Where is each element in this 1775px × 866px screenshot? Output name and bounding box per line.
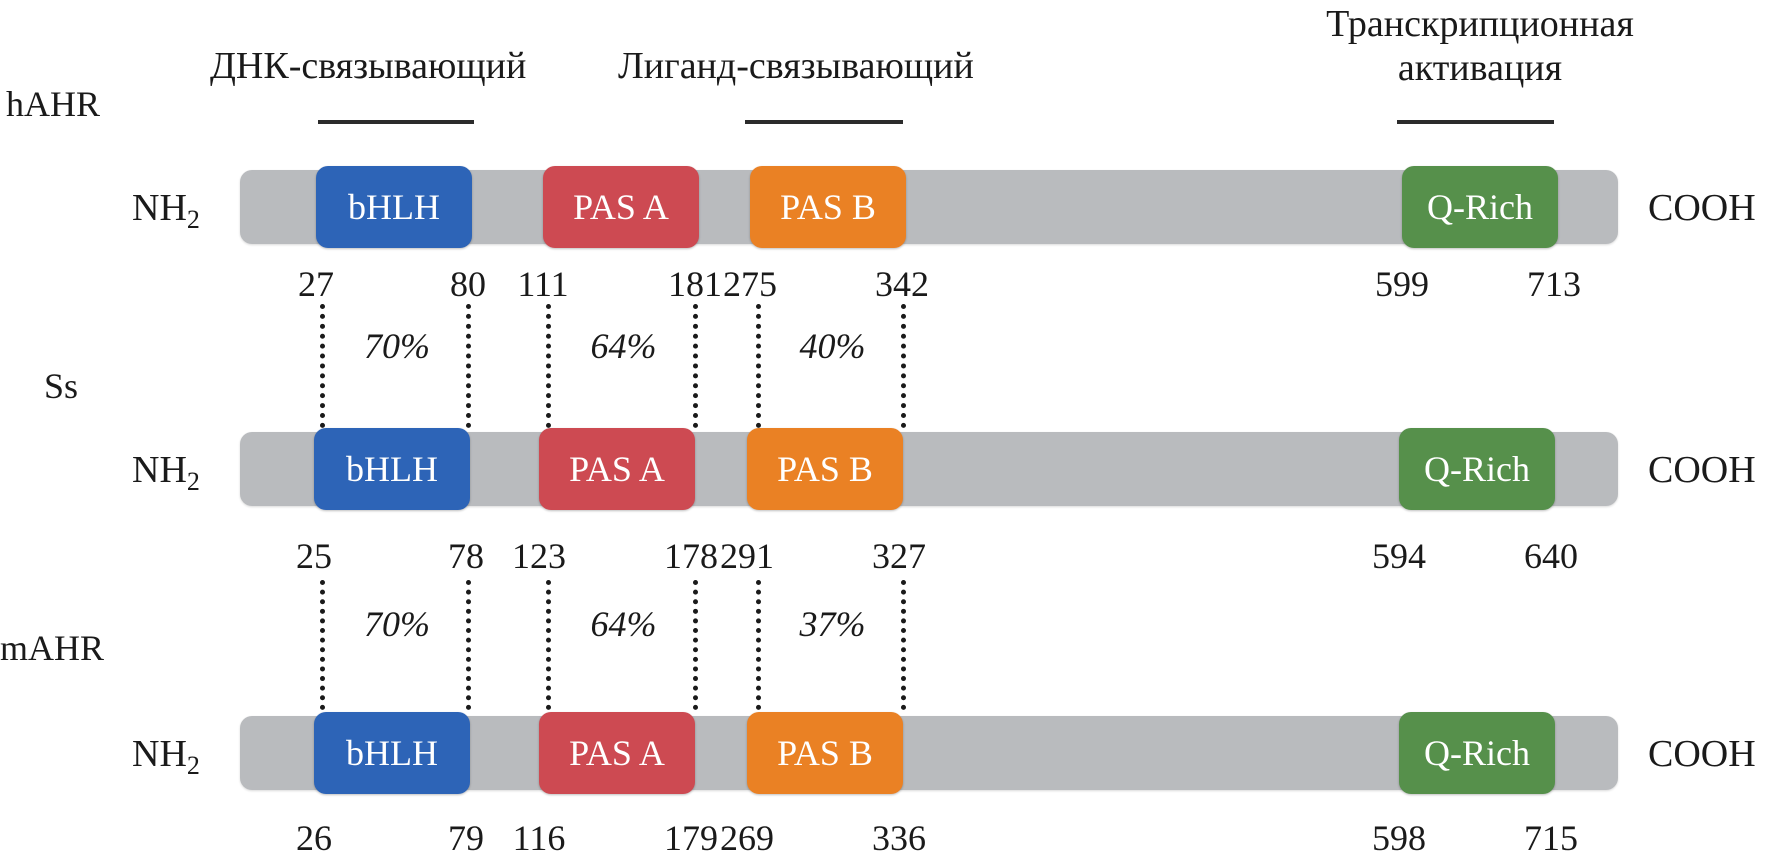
domain-start-position: 275 xyxy=(723,264,777,304)
domain-start-position: 116 xyxy=(512,818,566,858)
domain-pas-b: PAS B xyxy=(750,166,906,248)
c-terminus-label: COOH xyxy=(1648,733,1756,775)
domain-q-rich: Q-Rich xyxy=(1399,428,1555,510)
domain-bhlh: bHLH xyxy=(314,712,470,794)
domain-bhlh: bHLH xyxy=(316,166,472,248)
domain-start-position: 123 xyxy=(512,536,566,576)
identity-percent: 37% xyxy=(799,604,866,644)
identity-percent: 64% xyxy=(590,326,657,366)
homology-connector xyxy=(320,580,325,710)
identity-percent: 40% xyxy=(799,326,866,366)
domain-pas-a: PAS A xyxy=(539,428,695,510)
homology-connector xyxy=(320,304,325,428)
domain-pas-a: PAS A xyxy=(543,166,699,248)
c-terminus-label: COOH xyxy=(1648,449,1756,491)
region-label-transcription-line1: Транскрипционная xyxy=(1326,3,1634,45)
domain-end-position: 179 xyxy=(664,818,718,858)
n-terminus-label: NH2 xyxy=(132,733,200,780)
domain-start-position: 594 xyxy=(1372,536,1426,576)
domain-end-position: 78 xyxy=(448,536,484,576)
identity-percent: 64% xyxy=(590,604,657,644)
domain-start-position: 27 xyxy=(298,264,334,304)
domain-end-position: 640 xyxy=(1524,536,1578,576)
homology-connector xyxy=(693,304,698,428)
domain-start-position: 269 xyxy=(720,818,774,858)
domain-pas-a: PAS A xyxy=(539,712,695,794)
domain-start-position: 25 xyxy=(296,536,332,576)
n-terminus-subscript: 2 xyxy=(186,467,200,496)
homology-connector xyxy=(756,304,761,428)
region-label-ligand-binding: Лиганд-связывающий xyxy=(618,45,974,87)
domain-end-position: 342 xyxy=(875,264,929,304)
species-label-mahr: mAHR xyxy=(0,628,105,668)
region-label-dna-binding: ДНК-связывающий xyxy=(210,45,527,87)
domain-q-rich: Q-Rich xyxy=(1402,166,1558,248)
domain-start-position: 291 xyxy=(720,536,774,576)
region-line-dna-binding xyxy=(318,120,474,124)
species-label-ss: Ss xyxy=(44,366,79,406)
n-terminus-label: NH2 xyxy=(132,187,200,234)
domain-bhlh: bHLH xyxy=(314,428,470,510)
region-label-transcription-line2: активация xyxy=(1397,47,1563,89)
domain-end-position: 181 xyxy=(668,264,722,304)
homology-connector xyxy=(693,580,698,710)
homology-connector xyxy=(546,304,551,428)
region-line-transcription xyxy=(1397,120,1554,124)
homology-connector xyxy=(901,304,906,428)
domain-end-position: 79 xyxy=(448,818,484,858)
homology-connector xyxy=(466,304,471,428)
domain-pas-b: PAS B xyxy=(747,428,903,510)
domain-end-position: 178 xyxy=(664,536,718,576)
homology-connector xyxy=(901,580,906,710)
domain-start-position: 598 xyxy=(1372,818,1426,858)
domain-end-position: 336 xyxy=(872,818,926,858)
region-label-transcription: Транскрипционная активация xyxy=(1280,2,1680,90)
domain-end-position: 80 xyxy=(450,264,486,304)
n-terminus-label: NH2 xyxy=(132,449,200,496)
domain-end-position: 713 xyxy=(1527,264,1581,304)
region-line-ligand-binding xyxy=(745,120,903,124)
domain-pas-b: PAS B xyxy=(747,712,903,794)
domain-start-position: 26 xyxy=(296,818,332,858)
n-terminus-subscript: 2 xyxy=(186,205,200,234)
domain-start-position: 111 xyxy=(517,264,569,304)
homology-connector xyxy=(466,580,471,710)
domain-end-position: 327 xyxy=(872,536,926,576)
domain-end-position: 715 xyxy=(1524,818,1578,858)
homology-connector xyxy=(546,580,551,710)
species-label-hahr: hAHR xyxy=(6,84,101,124)
n-terminus-subscript: 2 xyxy=(186,751,200,780)
homology-connector xyxy=(756,580,761,710)
domain-q-rich: Q-Rich xyxy=(1399,712,1555,794)
identity-percent: 70% xyxy=(364,326,430,366)
domain-start-position: 599 xyxy=(1375,264,1429,304)
c-terminus-label: COOH xyxy=(1648,187,1756,229)
identity-percent: 70% xyxy=(364,604,430,644)
